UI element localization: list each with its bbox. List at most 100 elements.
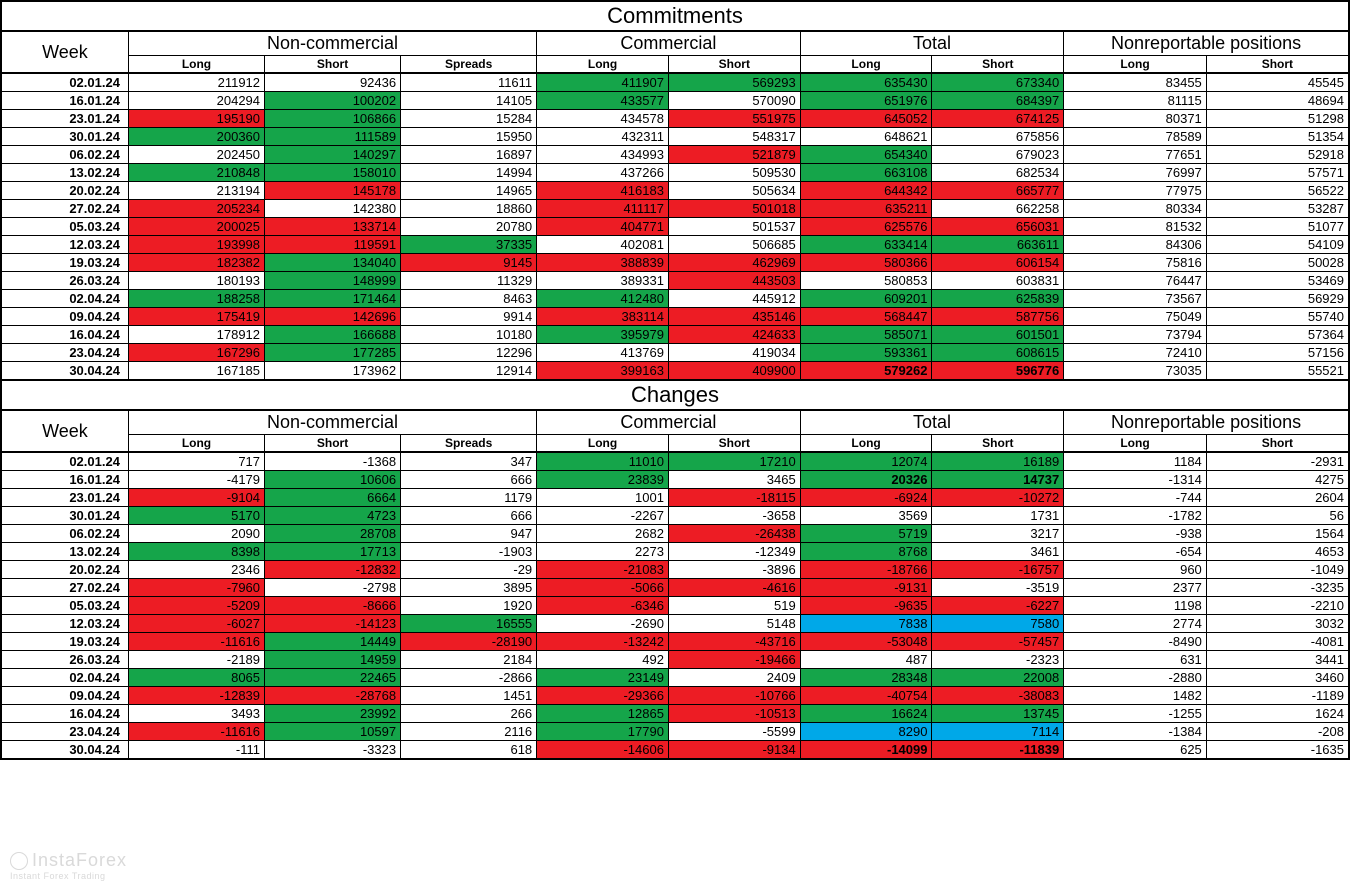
week-cell: 02.01.24 <box>1 73 128 92</box>
data-cell: -28768 <box>265 687 401 705</box>
data-cell: 389331 <box>537 272 669 290</box>
data-cell: 23839 <box>537 471 669 489</box>
data-cell: 213194 <box>128 182 264 200</box>
data-cell: 106866 <box>265 110 401 128</box>
data-cell: -43716 <box>668 633 800 651</box>
data-cell: -2323 <box>932 651 1064 669</box>
data-cell: -18115 <box>668 489 800 507</box>
data-cell: 76447 <box>1064 272 1207 290</box>
data-cell: -1635 <box>1206 741 1349 760</box>
data-cell: -2866 <box>401 669 537 687</box>
data-cell: 413769 <box>537 344 669 362</box>
data-cell: -12839 <box>128 687 264 705</box>
data-cell: 580853 <box>800 272 932 290</box>
week-cell: 30.04.24 <box>1 741 128 760</box>
data-cell: 167185 <box>128 362 264 381</box>
data-cell: 140297 <box>265 146 401 164</box>
sub-header: Long <box>537 56 669 74</box>
data-cell: 593361 <box>800 344 932 362</box>
data-cell: -9104 <box>128 489 264 507</box>
data-cell: 51298 <box>1206 110 1349 128</box>
data-cell: -4081 <box>1206 633 1349 651</box>
data-cell: 551975 <box>668 110 800 128</box>
week-cell: 16.04.24 <box>1 326 128 344</box>
data-cell: 8768 <box>800 543 932 561</box>
data-cell: 2377 <box>1064 579 1207 597</box>
data-cell: 200025 <box>128 218 264 236</box>
data-cell: -10513 <box>668 705 800 723</box>
week-cell: 09.04.24 <box>1 308 128 326</box>
data-cell: 618 <box>401 741 537 760</box>
sub-header: Long <box>128 435 264 453</box>
data-cell: 666 <box>401 471 537 489</box>
data-cell: 80371 <box>1064 110 1207 128</box>
data-cell: 20780 <box>401 218 537 236</box>
data-cell: 211912 <box>128 73 264 92</box>
data-cell: 23992 <box>265 705 401 723</box>
data-cell: 77975 <box>1064 182 1207 200</box>
data-cell: -5209 <box>128 597 264 615</box>
data-cell: -7960 <box>128 579 264 597</box>
group-header: Commercial <box>537 31 801 56</box>
data-cell: 37335 <box>401 236 537 254</box>
data-cell: -2880 <box>1064 669 1207 687</box>
data-cell: -208 <box>1206 723 1349 741</box>
data-cell: -16757 <box>932 561 1064 579</box>
data-cell: -11616 <box>128 633 264 651</box>
data-cell: -53048 <box>800 633 932 651</box>
group-header: Nonreportable positions <box>1064 31 1349 56</box>
data-cell: 580366 <box>800 254 932 272</box>
data-cell: -2189 <box>128 651 264 669</box>
data-cell: 625 <box>1064 741 1207 760</box>
data-cell: -938 <box>1064 525 1207 543</box>
data-cell: 383114 <box>537 308 669 326</box>
sub-header: Short <box>932 435 1064 453</box>
commitments-changes-table: CommitmentsWeekNon-commercialCommercialT… <box>0 0 1350 760</box>
data-cell: -12349 <box>668 543 800 561</box>
data-cell: 12074 <box>800 452 932 471</box>
data-cell: 145178 <box>265 182 401 200</box>
week-cell: 02.04.24 <box>1 669 128 687</box>
data-cell: 22465 <box>265 669 401 687</box>
data-cell: 75816 <box>1064 254 1207 272</box>
data-cell: 56522 <box>1206 182 1349 200</box>
week-cell: 13.02.24 <box>1 164 128 182</box>
data-cell: 202450 <box>128 146 264 164</box>
data-cell: 2682 <box>537 525 669 543</box>
sub-header: Short <box>265 56 401 74</box>
data-cell: 5170 <box>128 507 264 525</box>
data-cell: 22008 <box>932 669 1064 687</box>
data-cell: 409900 <box>668 362 800 381</box>
week-header: Week <box>1 31 128 73</box>
data-cell: 347 <box>401 452 537 471</box>
data-cell: -2798 <box>265 579 401 597</box>
data-cell: 663611 <box>932 236 1064 254</box>
data-cell: 134040 <box>265 254 401 272</box>
data-cell: 603831 <box>932 272 1064 290</box>
data-cell: -2210 <box>1206 597 1349 615</box>
data-cell: 10606 <box>265 471 401 489</box>
sub-header: Long <box>1064 56 1207 74</box>
data-cell: 654340 <box>800 146 932 164</box>
data-cell: 3569 <box>800 507 932 525</box>
data-cell: 6664 <box>265 489 401 507</box>
data-cell: 195190 <box>128 110 264 128</box>
data-cell: -10766 <box>668 687 800 705</box>
data-cell: -1782 <box>1064 507 1207 525</box>
data-cell: 635430 <box>800 73 932 92</box>
data-cell: 52918 <box>1206 146 1349 164</box>
data-cell: 434993 <box>537 146 669 164</box>
week-cell: 12.03.24 <box>1 615 128 633</box>
data-cell: 673340 <box>932 73 1064 92</box>
data-cell: 28348 <box>800 669 932 687</box>
data-cell: 111589 <box>265 128 401 146</box>
data-cell: 167296 <box>128 344 264 362</box>
data-cell: -654 <box>1064 543 1207 561</box>
data-cell: -40754 <box>800 687 932 705</box>
data-cell: 188258 <box>128 290 264 308</box>
data-cell: 56 <box>1206 507 1349 525</box>
data-cell: 2116 <box>401 723 537 741</box>
sub-header: Spreads <box>401 56 537 74</box>
data-cell: 180193 <box>128 272 264 290</box>
data-cell: 45545 <box>1206 73 1349 92</box>
